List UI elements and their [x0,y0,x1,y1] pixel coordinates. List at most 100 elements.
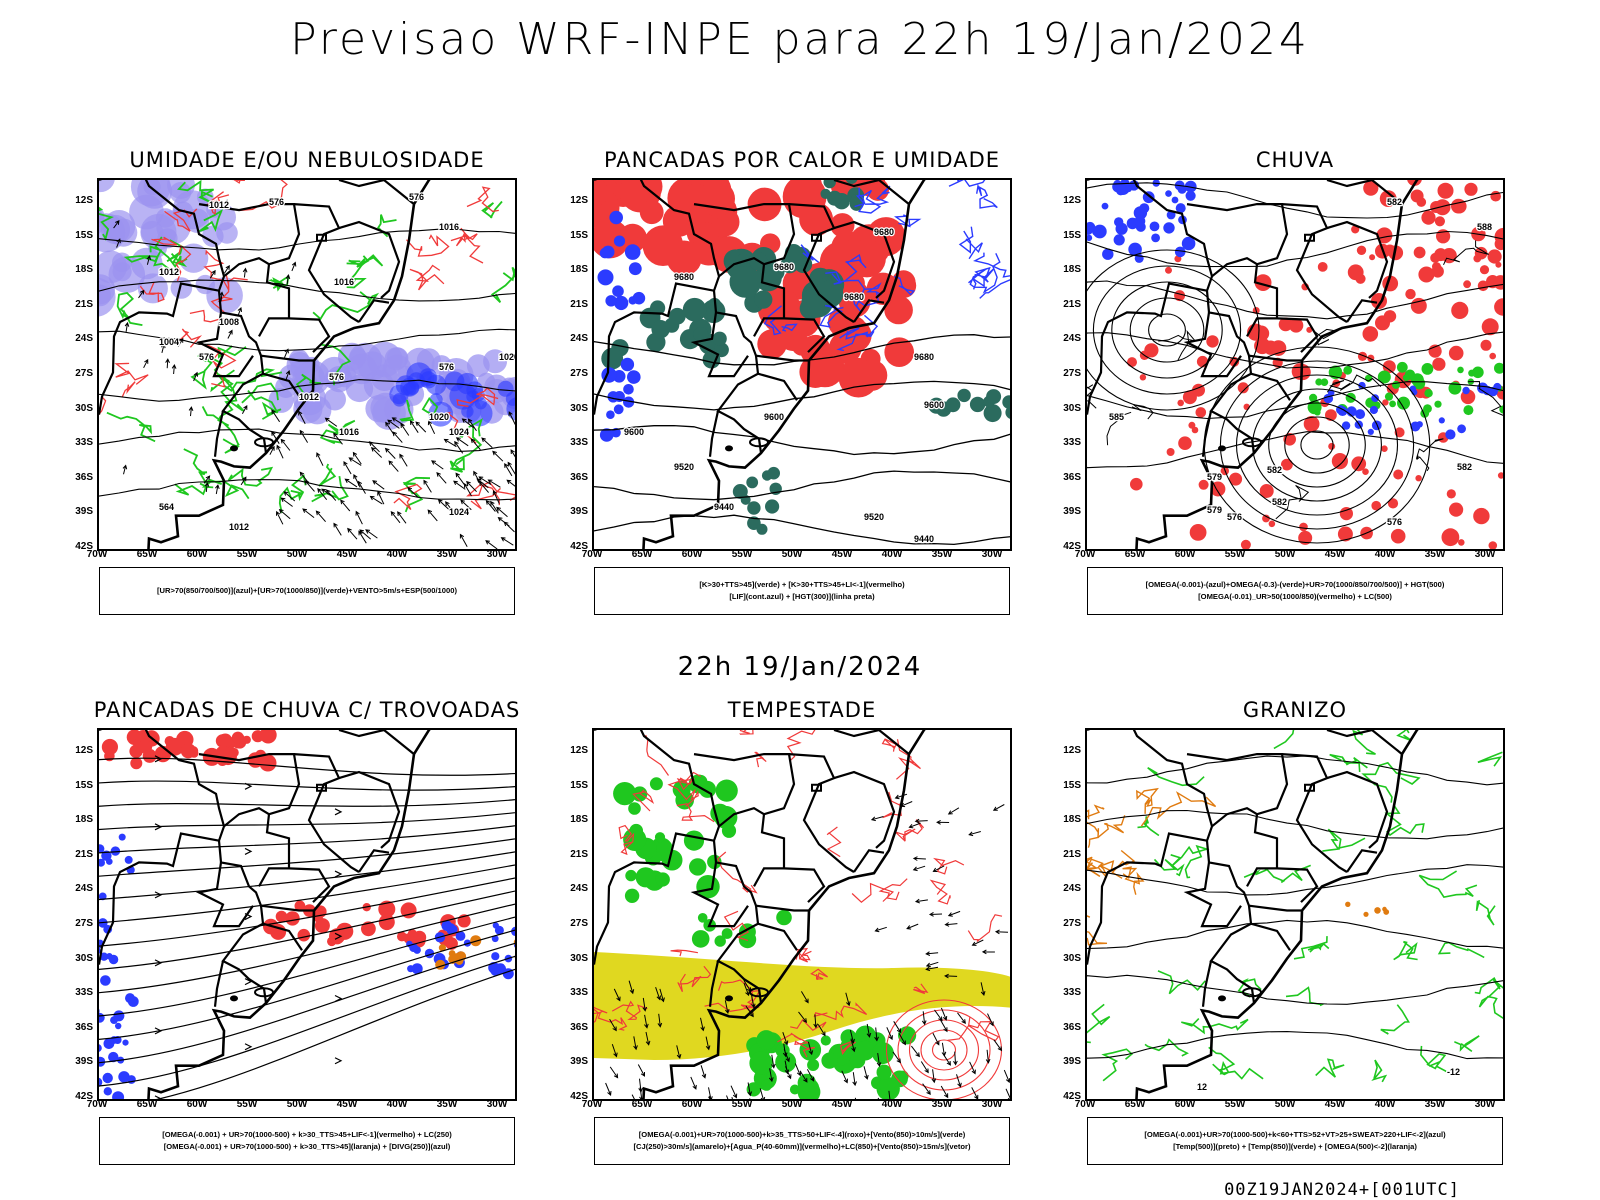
border-line [1087,282,1208,415]
field-patch [1101,202,1109,210]
field-patch [1457,366,1464,374]
legend-line: [OMEGA(-0.01)_UR>50(1000/850)(vermelho) … [1198,592,1392,601]
field-patch [1477,280,1489,292]
contour-line [1475,900,1496,926]
lat-tick-label: 27S [75,368,93,379]
wind-vector [369,495,383,505]
field-patch [1479,265,1490,275]
lake [254,437,274,448]
field-patch [1355,409,1366,420]
field-patch [1195,407,1207,418]
contour-line [854,187,882,214]
wind-vector [143,358,149,369]
contour-line [1087,431,1503,469]
field-patch [1341,421,1351,430]
contour-line [839,1041,857,1055]
field-patch [118,833,126,841]
wind-vector [219,291,224,302]
contour-line [421,397,439,417]
lat-tick-label: 42S [75,541,93,552]
contour-line [295,373,322,393]
field-patch [474,397,487,410]
field-patch [491,935,499,943]
contour-line [99,428,515,452]
contour-label: -12 [1447,1067,1460,1077]
border-line [1346,299,1378,323]
field-patch [1281,458,1293,471]
lat-tick-label: 15S [570,779,588,791]
border-line [1346,849,1378,873]
lake [1242,437,1262,448]
field-patch [285,911,300,926]
contour-line [739,730,754,736]
field-patch [624,244,641,260]
wind-vector [370,446,383,458]
contour-line [594,424,1010,456]
field-patch [607,391,619,403]
contour-line [99,206,114,241]
contour-line [965,238,983,260]
run-timestamp: 00Z19JAN2024+[001UTC] [1224,1180,1460,1200]
wind-vector [920,1061,929,1074]
contour-line [466,186,499,213]
lon-tick-label: 60W [1174,549,1196,560]
contour-line [210,274,233,313]
field-patch [1139,203,1150,214]
field-patch [1389,400,1396,408]
field-patch [400,902,417,919]
contour-line [1087,804,1105,818]
wind-vector [845,992,851,1007]
wind-vector [385,421,395,435]
wind-vector [291,261,297,272]
border-line [833,730,910,755]
wind-vector [906,923,919,930]
field-patch [855,359,888,391]
wind-vector [940,1019,948,1033]
wind-vector [850,1038,856,1053]
contour-line [1219,1060,1264,1080]
field-patch [1383,310,1397,323]
field-patch [729,266,762,298]
field-patch [449,925,458,934]
wind-vector [934,1009,943,1022]
field-patch [99,1056,106,1067]
field-patch [1315,378,1323,386]
contour-line [1087,249,1260,411]
wind-vector [113,219,120,229]
field-patch [721,928,733,939]
field-patch [820,188,831,199]
streamline [99,851,515,901]
field-patch [1494,237,1503,251]
lat-tick-label: 36S [570,1021,588,1033]
field-patch [746,476,759,489]
lon-tick-label: 70W [86,1099,108,1110]
contour-line [99,479,515,501]
wind-vector [980,982,986,997]
contour-line [1087,182,1503,219]
field-patch [1237,382,1249,394]
lat-tick-label: 15S [75,779,93,791]
lon-tick-label: 55W [1224,1099,1246,1110]
lake [725,995,733,1002]
streamline-arrow [154,1027,163,1035]
legend-granizo: [OMEGA(-0.001)+UR>70(1000-500)+k<60+TTS>… [1087,1117,1503,1165]
contour-line [1140,791,1217,827]
contour-line [881,738,898,752]
lat-tick-label: 24S [1063,333,1081,345]
contour-label: 576 [439,362,454,372]
lat-tick-label: 42S [1063,1091,1081,1102]
wind-vector [800,991,809,1004]
lon-tick-label: 40W [881,1099,903,1110]
wind-vector [436,472,447,484]
wind-vector [806,1069,815,1082]
wind-vector [956,1074,962,1088]
field-patch [378,900,396,918]
field-patch [1451,301,1469,319]
border-line [293,203,360,323]
field-patch [1002,395,1010,409]
field-patch [1229,472,1243,486]
wind-vector [343,460,352,475]
contour-line [676,771,702,791]
field-patch [1446,489,1456,499]
field-patch [1165,266,1172,274]
